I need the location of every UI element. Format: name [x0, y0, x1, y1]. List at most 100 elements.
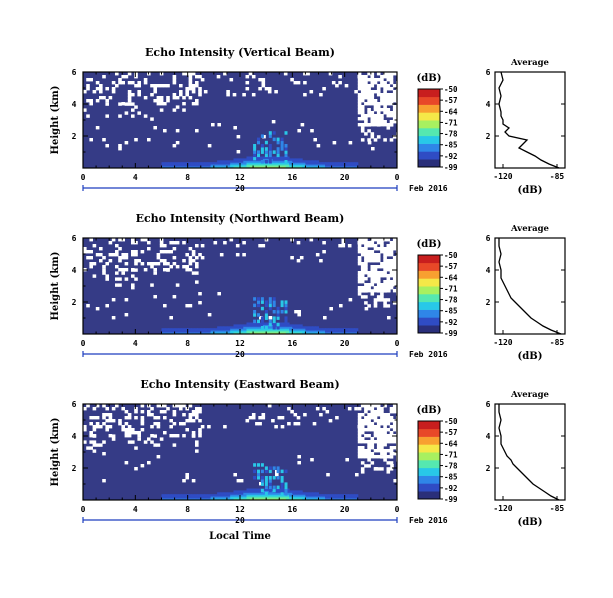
- echo-cell: [210, 332, 215, 335]
- echo-cell: [194, 162, 198, 165]
- echo-cell: [233, 328, 238, 331]
- no-data-cell: [89, 431, 93, 435]
- no-data-cell: [367, 256, 371, 260]
- echo-cell: [268, 319, 272, 324]
- echo-cell: [233, 160, 238, 163]
- no-data-cell: [312, 422, 317, 426]
- echo-cell: [217, 326, 221, 329]
- echo-cell: [187, 498, 192, 501]
- echo-cell: [285, 332, 290, 335]
- no-data-cell: [380, 283, 384, 287]
- echo-cell: [308, 164, 313, 167]
- no-data-cell: [383, 96, 387, 100]
- echo-cell: [181, 328, 185, 331]
- echo-cell: [200, 494, 205, 497]
- no-data-cell: [118, 81, 122, 85]
- no-data-cell: [159, 259, 164, 263]
- echo-cell: [266, 488, 270, 491]
- echo-cell: [354, 330, 359, 333]
- no-data-cell: [99, 96, 103, 100]
- echo-cell: [262, 324, 267, 327]
- no-data-cell: [376, 413, 381, 417]
- no-data-cell: [357, 81, 362, 85]
- no-data-cell: [364, 102, 368, 106]
- echo-cell: [272, 300, 276, 304]
- echo-cell: [312, 166, 316, 169]
- no-data-cell: [389, 259, 394, 263]
- echo-cell: [200, 330, 205, 333]
- no-data-cell: [294, 310, 298, 314]
- echo-cell: [204, 330, 208, 333]
- echo-cell: [298, 324, 303, 327]
- echo-cell: [240, 328, 244, 331]
- echo-cell: [279, 164, 284, 167]
- no-data-cell: [364, 422, 368, 426]
- echo-cell: [315, 494, 319, 497]
- no-data-cell: [153, 262, 157, 266]
- echo-cell: [200, 496, 205, 499]
- echo-cell: [230, 166, 234, 169]
- no-data-cell: [392, 244, 397, 248]
- echo-cell: [226, 492, 231, 495]
- echo-cell: [305, 166, 310, 169]
- echo-cell: [272, 466, 276, 470]
- colorbar-tick-label: -57: [444, 428, 458, 437]
- no-data-cell: [373, 99, 378, 103]
- echo-cell: [230, 326, 234, 329]
- no-data-cell: [293, 413, 298, 417]
- no-data-cell: [95, 404, 100, 408]
- no-data-cell: [118, 419, 122, 423]
- no-data-cell: [392, 271, 397, 275]
- no-data-cell: [364, 419, 368, 423]
- profile-frame: [494, 237, 566, 335]
- no-data-cell: [383, 286, 387, 290]
- no-data-cell: [105, 99, 109, 103]
- no-data-cell: [115, 84, 119, 88]
- echo-cell: [276, 162, 280, 165]
- echo-cell: [249, 494, 254, 497]
- no-data-cell: [268, 316, 273, 320]
- no-data-cell: [396, 250, 400, 254]
- no-data-cell: [392, 96, 397, 100]
- echo-cell: [243, 158, 248, 161]
- no-data-cell: [239, 479, 244, 483]
- echo-cell: [292, 160, 297, 163]
- echo-cell: [260, 297, 264, 301]
- no-data-cell: [357, 108, 362, 112]
- no-data-cell: [376, 93, 381, 97]
- no-data-cell: [348, 141, 353, 145]
- echo-cell: [243, 332, 248, 335]
- no-data-cell: [386, 262, 391, 266]
- no-data-cell: [115, 72, 119, 76]
- echo-cell: [174, 498, 179, 501]
- profile-y-tick-label: 4: [486, 432, 491, 441]
- no-data-cell: [198, 407, 202, 411]
- no-data-cell: [127, 416, 132, 420]
- no-data-cell: [95, 443, 100, 447]
- echo-cell: [325, 494, 329, 497]
- no-data-cell: [357, 102, 362, 106]
- x-tick-label: 0: [395, 173, 400, 182]
- no-data-cell: [290, 256, 294, 260]
- echo-cell: [276, 306, 280, 311]
- echo-cell: [280, 310, 284, 314]
- echo-cell: [285, 492, 290, 495]
- no-data-cell: [105, 304, 109, 308]
- no-data-cell: [380, 117, 384, 121]
- no-data-cell: [92, 434, 97, 438]
- echo-cell: [331, 166, 336, 169]
- no-data-cell: [392, 422, 397, 426]
- echo-cell: [171, 332, 176, 335]
- echo-cell: [253, 326, 257, 329]
- no-data-cell: [357, 452, 362, 456]
- no-data-cell: [373, 455, 378, 459]
- no-data-cell: [389, 440, 394, 444]
- echo-cell: [240, 332, 244, 335]
- echo-cell: [292, 330, 297, 333]
- no-data-cell: [386, 437, 391, 441]
- echo-cell: [260, 306, 264, 311]
- no-data-cell: [86, 404, 90, 408]
- no-data-cell: [195, 129, 199, 133]
- no-data-cell: [134, 268, 138, 272]
